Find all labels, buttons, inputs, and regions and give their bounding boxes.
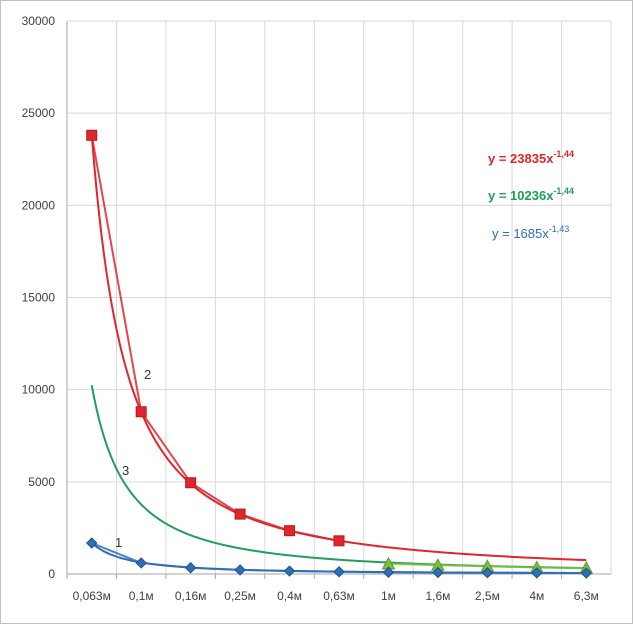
equation-1-exp: -1,43 xyxy=(549,224,570,234)
data-point-1 xyxy=(234,564,246,576)
equation-2: y = 23835x-1,44 xyxy=(488,149,574,166)
data-point-1 xyxy=(481,567,494,579)
grid xyxy=(66,20,612,574)
equation-1-main: y = 1685x xyxy=(492,226,549,241)
axes xyxy=(66,21,611,579)
data-point-1 xyxy=(333,566,345,578)
data-point-1 xyxy=(135,557,147,569)
data-point-2 xyxy=(135,406,147,418)
x-tick-label: 0,063м xyxy=(73,589,111,603)
markers xyxy=(86,129,594,579)
x-tick-label: 0,63м xyxy=(323,589,355,603)
y-tick-label: 10000 xyxy=(22,383,56,397)
data-point-1 xyxy=(580,567,592,579)
x-tick-label: 0,1м xyxy=(129,589,154,603)
data-point-2 xyxy=(234,508,246,520)
curve-label-2: 2 xyxy=(144,367,151,382)
y-tick-label: 25000 xyxy=(22,106,56,120)
y-tick-label: 30000 xyxy=(22,14,56,28)
equation-2-main: y = 23835x xyxy=(488,151,554,166)
x-tick-label: 6,3м xyxy=(574,589,599,603)
equation-3: y = 10236x-1,44 xyxy=(488,186,574,203)
data-point-2 xyxy=(284,525,296,537)
x-tick-label: 2,5м xyxy=(475,589,500,603)
data-point-1 xyxy=(86,537,98,549)
data-point-1 xyxy=(283,565,296,577)
series-line-2 xyxy=(90,135,340,542)
y-tick-label: 0 xyxy=(48,567,55,581)
equation-1: y = 1685x-1,43 xyxy=(492,224,569,241)
data-point-2 xyxy=(185,477,197,489)
y-tick-label: 15000 xyxy=(22,291,56,305)
curve-label-3: 3 xyxy=(122,463,129,478)
data-point-2 xyxy=(86,129,98,141)
x-tick-label: 4м xyxy=(529,589,544,603)
data-point-1 xyxy=(184,562,197,574)
x-tick-label: 0,16м xyxy=(175,589,207,603)
data-point-2 xyxy=(333,535,345,547)
data-point-1 xyxy=(531,567,543,579)
y-tick-label: 5000 xyxy=(28,475,55,489)
x-tick-label: 0,25м xyxy=(224,589,256,603)
equation-2-exp: -1,44 xyxy=(553,149,574,159)
data-point-1 xyxy=(382,566,395,578)
data-point-1 xyxy=(432,566,444,579)
x-tick-label: 1м xyxy=(381,589,396,603)
y-tick-label: 20000 xyxy=(22,198,56,212)
x-tick-label: 0,4м xyxy=(277,589,302,603)
x-tick-label: 1,6м xyxy=(425,589,450,603)
equation-3-exp: -1,44 xyxy=(553,186,574,196)
tick-labels: 0 5000 10000 15000 20000 25000 30000 0,063м 0,1м… xyxy=(22,14,599,603)
curve-label-1: 1 xyxy=(115,535,122,550)
equation-3-main: y = 10236x xyxy=(488,188,554,203)
